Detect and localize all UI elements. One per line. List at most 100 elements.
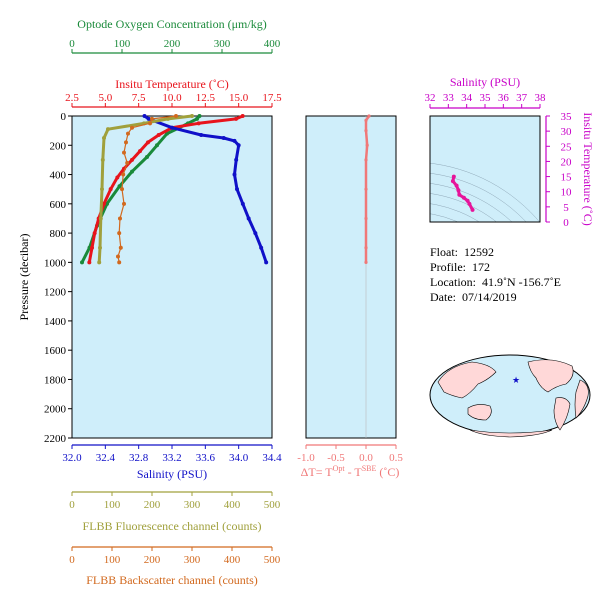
- backscatter-profile-point: [122, 201, 126, 206]
- temperature-tick-label: 7.5: [132, 92, 146, 104]
- salinity-tick-label: 32.4: [96, 452, 116, 464]
- salinity-tick-label: 32.0: [62, 452, 82, 464]
- oxygen-profile-point: [130, 169, 134, 174]
- ts-temperature-tick-label: 35: [561, 111, 573, 123]
- backscatter-profile-point: [124, 140, 128, 145]
- fluorescence-axis-label: FLBB Fluorescence channel (counts): [83, 519, 262, 533]
- ts-salinity-tick-label: 33: [443, 92, 455, 104]
- salinity-profile-point: [236, 143, 241, 148]
- ts-salinity-axis-label: Salinity (PSU): [450, 75, 520, 89]
- backscatter-profile-point: [120, 187, 124, 192]
- temperature-profile-point: [92, 231, 97, 236]
- fluorescence-profile-point: [98, 245, 102, 250]
- temperature-tick-label: 15.0: [229, 92, 249, 104]
- pressure-tick-label: 1000: [44, 257, 67, 269]
- ts-curve-point: [456, 188, 461, 193]
- location-row: Location: 41.9˚N -156.7˚E: [430, 275, 561, 290]
- temperature-tick-label: 12.5: [196, 92, 216, 104]
- temperature-profile-point: [90, 245, 94, 250]
- ts-temperature-tick-label: 30: [561, 126, 573, 138]
- backscatter-profile-point: [117, 260, 122, 265]
- backscatter-profile-point: [130, 125, 134, 130]
- salinity-profile-point: [146, 116, 151, 121]
- salinity-profile-point: [170, 125, 174, 130]
- backscatter-profile-point: [150, 116, 154, 121]
- delta-profile-point: [364, 260, 368, 264]
- ts-curve-point: [470, 207, 475, 212]
- oxygen-axis-label: Optode Oxygen Concentration (μm/kg): [77, 17, 266, 31]
- oxygen-tick-label: 100: [114, 38, 131, 50]
- oxygen-tick-label: 400: [264, 38, 281, 50]
- profile-value: 172: [472, 260, 490, 274]
- delta-tick-label: -1.0: [297, 452, 315, 464]
- fluorescence-profile-point: [102, 135, 106, 140]
- backscatter-tick-label: 300: [184, 554, 201, 566]
- float-location-marker: ★: [512, 375, 520, 385]
- backscatter-profile-point: [122, 150, 126, 155]
- salinity-profile-point: [232, 172, 237, 177]
- delta-profile-point: [364, 216, 368, 221]
- land-asia: [437, 361, 497, 399]
- ts-temperature-tick-label: 25: [561, 141, 573, 153]
- ts-salinity-tick-label: 36: [498, 92, 510, 104]
- temperature-profile-point: [87, 260, 92, 265]
- backscatter-profile-point: [148, 121, 152, 126]
- salinity-profile-point: [264, 260, 269, 265]
- ts-curve-point: [451, 174, 456, 179]
- backscatter-tick-label: 0: [69, 554, 75, 566]
- pressure-axis-label: Pressure (decibar): [17, 234, 31, 321]
- date-label: Date:: [430, 290, 456, 304]
- salinity-tick-label: 32.8: [129, 452, 149, 464]
- land-south-america: [553, 397, 571, 431]
- salinity-profile-point: [142, 114, 147, 118]
- oxygen-profile-point: [117, 184, 122, 189]
- salinity-tick-label: 34.4: [262, 452, 282, 464]
- ts-salinity-tick-label: 38: [535, 92, 547, 104]
- salinity-tick-label: 34.0: [229, 452, 249, 464]
- ts-curve-point: [461, 195, 466, 200]
- ts-curve-point: [450, 179, 455, 184]
- delta-tick-label: 0.5: [389, 452, 403, 464]
- salinity-tick-label: 33.2: [162, 452, 181, 464]
- backscatter-profile-point: [126, 131, 130, 136]
- temperature-profile-point: [138, 149, 142, 154]
- land-antarctica: [469, 429, 553, 438]
- backscatter-profile-line: [117, 115, 177, 263]
- fluorescence-profile-point: [166, 116, 170, 121]
- land-europe-africa: [574, 379, 589, 419]
- temperature-tick-label: 17.5: [262, 92, 282, 104]
- fluorescence-tick-label: 300: [184, 499, 201, 511]
- ts-curve-point: [457, 192, 462, 197]
- temperature-profile-point: [115, 175, 120, 180]
- salinity-profile-point: [221, 135, 226, 140]
- temperature-profile-point: [102, 201, 106, 206]
- ts-temperature-tick-label: 15: [561, 172, 573, 184]
- temperature-profile-point: [146, 140, 150, 145]
- delta-plot-frame: [305, 115, 397, 439]
- temperature-tick-label: 2.5: [65, 92, 79, 104]
- ts-temperature-axis-label: Insitu Temperature (˚C): [581, 112, 595, 226]
- land-australia: [467, 404, 492, 421]
- salinity-profile-point: [234, 157, 239, 162]
- ts-salinity-tick-label: 37: [516, 92, 528, 104]
- pressure-tick-label: 2200: [44, 433, 67, 445]
- float-info: Float: 12592 Profile: 172 Location: 41.9…: [430, 245, 561, 305]
- temperature-profile-point: [108, 187, 113, 192]
- ts-plot-area: [430, 116, 540, 222]
- world-map: ★: [429, 354, 591, 438]
- pressure-tick-label: 200: [50, 140, 67, 152]
- backscatter-tick-label: 500: [264, 554, 281, 566]
- ts-curve-point: [454, 183, 459, 188]
- oxygen-profile-point: [145, 154, 149, 159]
- backscatter-profile-point: [121, 172, 126, 177]
- temperature-profile-point: [156, 133, 161, 138]
- delta-plot-area: [306, 116, 396, 438]
- backscatter-profile-point: [118, 245, 123, 250]
- location-value: 41.9˚N -156.7˚E: [481, 275, 561, 289]
- ts-salinity-tick-label: 35: [480, 92, 492, 104]
- backscatter-profile-point: [125, 160, 130, 165]
- fluorescence-profile-point: [97, 260, 102, 265]
- temperature-profile-point: [240, 114, 245, 118]
- temperature-profile-point: [130, 157, 134, 162]
